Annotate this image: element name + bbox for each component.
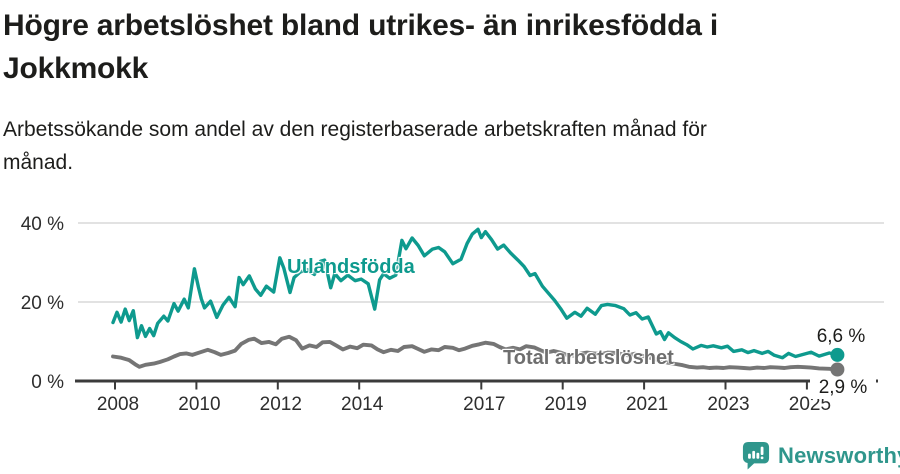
y-tick-label: 40 % xyxy=(21,214,64,235)
x-tick-label: 2008 xyxy=(97,394,139,415)
series-end-dot-total xyxy=(830,362,845,377)
x-tick-label: 2012 xyxy=(260,394,302,415)
brand-name: Newsworthy xyxy=(778,442,900,468)
x-tick-label: 2023 xyxy=(707,394,749,415)
x-tick-label: 2019 xyxy=(545,394,587,415)
x-tick-label: 2021 xyxy=(626,394,668,415)
x-tick-label: 2017 xyxy=(463,394,505,415)
end-value-label-utlandsfodda: 6,6 % xyxy=(816,326,866,347)
chart-subtitle: Arbetssökande som andel av den registerb… xyxy=(3,118,707,174)
series-label-total-arbetsloshet: Total arbetslöshet xyxy=(503,347,674,369)
series-end-dot-utlandsfodda xyxy=(830,347,845,362)
series-line-total xyxy=(111,334,840,372)
x-tick-label: 2025 xyxy=(789,394,831,415)
series-label-utlandsfodda: Utlandsfödda xyxy=(287,256,415,278)
x-tick-label: 2014 xyxy=(341,394,384,415)
end-value-label-total: 2,9 % xyxy=(810,377,876,399)
series-line-utlandsfodda xyxy=(111,227,840,360)
newsworthy-logo-icon xyxy=(742,441,770,470)
x-tick-label: 2010 xyxy=(178,394,220,415)
y-tick-label: 20 % xyxy=(21,293,64,314)
page-title: Högre arbetslöshet bland utrikes- än inr… xyxy=(3,9,718,85)
newsworthy-logo-link[interactable]: Newsworthy xyxy=(742,441,900,470)
y-tick-label: 0 % xyxy=(31,372,64,393)
